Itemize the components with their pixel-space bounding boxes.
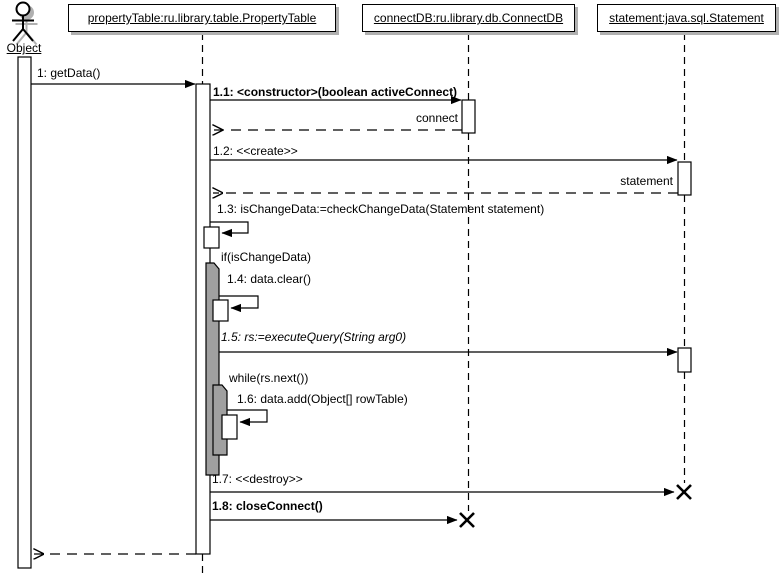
call-arrows: [31, 79, 678, 525]
message-label-1-1[interactable]: 1.1: <constructor>(boolean activeConnect…: [213, 85, 458, 99]
arrow-1-3-self[interactable]: [210, 221, 249, 238]
self-activation-1-6[interactable]: [221, 414, 238, 440]
activation-bars: [17, 56, 692, 569]
actor-figure: [12, 1, 34, 42]
activation-statement-query[interactable]: [677, 347, 692, 373]
actor-icon[interactable]: [12, 1, 38, 46]
lifelines: [201, 33, 686, 573]
self-activation-1-3[interactable]: [203, 226, 220, 249]
destroy-icon-connectDB: [459, 512, 475, 528]
activation-connectDB[interactable]: [461, 99, 476, 134]
object-box-statement[interactable]: statement:java.sql.Statement: [597, 4, 776, 32]
return-label-statement[interactable]: statement: [620, 174, 673, 188]
arrow-1-4-self[interactable]: [219, 295, 259, 313]
message-label-1-3[interactable]: 1.3: isChangeData:=checkChangeData(State…: [217, 202, 545, 216]
guard-label-if[interactable]: if(isChangeData): [221, 250, 312, 264]
arrow-1-6-self[interactable]: [227, 409, 268, 427]
destroy-icon-statement: [676, 484, 692, 500]
self-activation-1-4[interactable]: [212, 299, 229, 322]
message-label-1-6[interactable]: 1.6: data.add(Object[] rowTable): [237, 392, 408, 406]
message-label-1-7[interactable]: 1.7: <<destroy>>: [212, 472, 303, 486]
guard-label-while[interactable]: while(rs.next()): [229, 371, 309, 385]
object-box-connectDB[interactable]: connectDB:ru.library.db.ConnectDB: [362, 4, 575, 32]
return-label-connect[interactable]: connect: [415, 111, 458, 125]
object-box-propertyTable[interactable]: propertyTable:ru.library.table.PropertyT…: [68, 4, 336, 32]
message-label-1-4[interactable]: 1.4: data.clear(): [227, 272, 312, 286]
message-label-1-8[interactable]: 1.8: closeConnect(): [212, 499, 323, 513]
return-arrows: [34, 130, 678, 554]
actor-label[interactable]: Object: [6, 41, 42, 55]
activation-statement-create[interactable]: [677, 161, 692, 196]
activation-actor[interactable]: [17, 56, 32, 569]
destroy-marks: [459, 484, 692, 528]
guard-bars: [205, 262, 228, 476]
message-label-1-2[interactable]: 1.2: <<create>>: [213, 144, 298, 158]
message-label-1[interactable]: 1: getData(): [37, 66, 101, 80]
self-call-boxes: [203, 226, 238, 440]
message-label-1-5[interactable]: 1.5: rs:=executeQuery(String arg0): [221, 330, 407, 344]
